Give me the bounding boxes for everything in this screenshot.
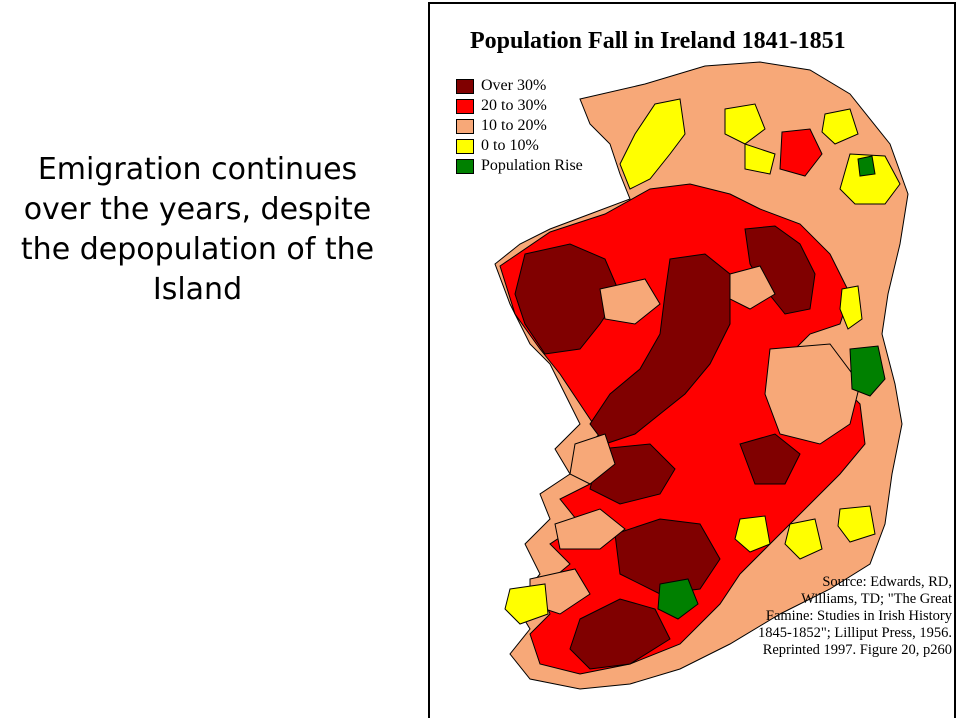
region-10-20-a	[599, 278, 661, 325]
population-map-figure: Population Fall in Ireland 1841-1851 Ove…	[428, 2, 956, 718]
region-north-red	[779, 128, 823, 177]
source-line: 1845-1852"; Lilliput Press, 1956.	[757, 625, 952, 641]
region-10-20-e	[554, 508, 626, 550]
legend-swatch	[456, 118, 474, 134]
region-10-20-d	[569, 433, 616, 485]
legend-item: 10 to 20%	[456, 116, 583, 136]
region-0-10-north-c	[821, 108, 859, 145]
region-0-10-se-c	[837, 505, 876, 543]
region-rise-cork	[657, 578, 699, 620]
region-0-10-se-a	[734, 515, 771, 553]
source-line: Famine: Studies in Irish History	[765, 608, 952, 624]
region-0-10-ulster	[839, 153, 901, 205]
region-0-10-north-a	[724, 103, 766, 145]
region-0-10-se-b	[784, 518, 823, 560]
region-over30-southeast	[739, 433, 801, 485]
source-line: Reprinted 1997. Figure 20, p260	[762, 642, 952, 658]
legend-swatch	[456, 158, 474, 174]
legend-swatch	[456, 138, 474, 154]
legend-swatch	[456, 98, 474, 114]
legend-label: Over 30%	[481, 77, 547, 94]
ireland-map	[494, 61, 909, 690]
map-legend: Over 30% 20 to 30% 10 to 20% 0 to 10% Po…	[456, 76, 583, 176]
region-0-10-donegal	[619, 98, 686, 190]
map-title: Population Fall in Ireland 1841-1851	[470, 28, 846, 54]
legend-item: 20 to 30%	[456, 96, 583, 116]
source-line: Source: Edwards, RD,	[822, 574, 952, 590]
legend-swatch	[456, 78, 474, 94]
legend-item: 0 to 10%	[456, 136, 583, 156]
source-line: Williams, TD; "The Great	[801, 591, 952, 607]
slide-body-text: Emigration continues over the years, des…	[20, 152, 375, 307]
region-over30-south	[614, 518, 721, 595]
legend-label: Population Rise	[481, 157, 583, 174]
region-0-10-north-b	[744, 143, 776, 175]
legend-item: Population Rise	[456, 156, 583, 176]
region-over30-west	[514, 243, 621, 355]
region-10-20-c	[764, 343, 861, 445]
region-10-20-b	[729, 265, 776, 310]
source-citation: Source: Edwards, RD, Williams, TD; "The …	[668, 574, 952, 659]
region-0-10-sw	[504, 583, 549, 625]
legend-label: 0 to 10%	[481, 137, 539, 154]
legend-label: 20 to 30%	[481, 97, 547, 114]
region-rise-belfast	[857, 155, 876, 177]
legend-label: 10 to 20%	[481, 117, 547, 134]
region-rise-dublin	[849, 345, 886, 397]
legend-item: Over 30%	[456, 76, 583, 96]
region-over30-southwest	[569, 598, 671, 670]
region-0-10-east	[839, 285, 863, 330]
